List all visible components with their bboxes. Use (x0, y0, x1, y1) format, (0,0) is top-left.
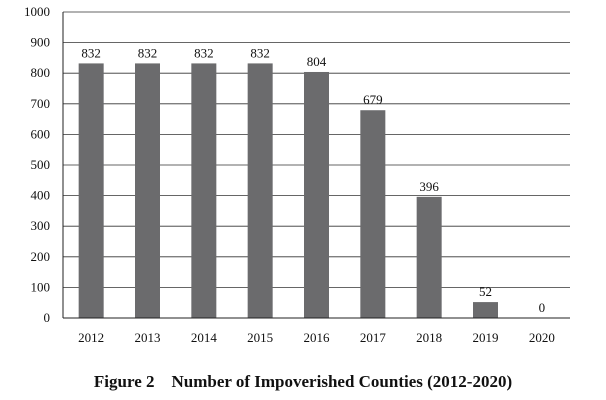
data-label-2015: 832 (250, 45, 270, 60)
y-tick-label: 300 (31, 218, 51, 233)
data-label-2020: 0 (539, 300, 546, 315)
y-tick-label: 800 (31, 65, 51, 80)
bar-2019 (473, 302, 498, 318)
bar-chart: 832 832 832 832 804 679 396 52 0 0 100 200 300 400 50… (24, 4, 570, 345)
y-tick-label: 700 (31, 96, 51, 111)
y-tick-label: 600 (31, 126, 51, 141)
bar-2012 (78, 63, 104, 318)
x-tick-label: 2012 (78, 330, 104, 345)
data-label-2018: 396 (419, 179, 439, 194)
bar-2015 (247, 63, 273, 318)
data-label-2019: 52 (479, 284, 492, 299)
data-label-2012: 832 (81, 45, 101, 60)
y-tick-label: 200 (31, 249, 51, 264)
bar-2016 (304, 71, 329, 318)
x-tick-label: 2020 (529, 330, 555, 345)
data-label-2016: 804 (307, 54, 327, 69)
y-tick-label: 100 (31, 279, 51, 294)
bar-2018 (416, 196, 442, 318)
y-tick-label: 400 (31, 188, 51, 203)
data-label-2014: 832 (194, 45, 214, 60)
axes: 0 100 200 300 400 500 600 700 800 900 1000 2012 2013… (24, 4, 570, 345)
bar-2013 (135, 63, 160, 318)
bars: 832 832 832 832 804 679 396 52 0 (78, 45, 546, 318)
y-tick-label: 900 (31, 35, 51, 50)
x-tick-label: 2014 (191, 330, 218, 345)
x-tick-label: 2018 (416, 330, 442, 345)
chart-title: Figure 2 Number of Impoverished Counties… (93, 372, 513, 391)
y-tick-label: 1000 (24, 4, 50, 19)
bar-2017 (360, 110, 386, 318)
y-tick-label: 0 (44, 310, 51, 325)
x-tick-label: 2017 (360, 330, 387, 345)
data-label-2017: 679 (363, 92, 383, 107)
y-tick-label: 500 (31, 157, 51, 172)
x-tick-label: 2019 (473, 330, 499, 345)
x-tick-label: 2016 (304, 330, 331, 345)
x-tick-label: 2013 (135, 330, 161, 345)
data-label-2013: 832 (138, 45, 158, 60)
x-tick-label: 2015 (247, 330, 273, 345)
bar-2014 (191, 63, 217, 318)
